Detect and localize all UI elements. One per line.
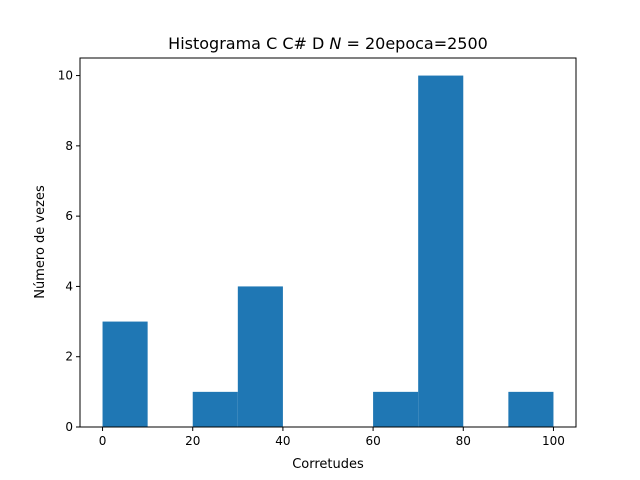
x-tick-label: 100	[542, 434, 565, 448]
x-tick-label: 80	[456, 434, 471, 448]
x-tick-label: 40	[275, 434, 290, 448]
y-axis-label: Número de vezes	[33, 185, 48, 299]
x-ticks-group: 0 20 40 60 80 100	[99, 427, 565, 448]
y-tick-label: 2	[65, 350, 73, 364]
bars-group	[102, 75, 554, 428]
histogram-bar	[237, 286, 283, 427]
y-tick-label: 6	[65, 209, 73, 223]
histogram-bar	[192, 391, 238, 427]
histogram-bar	[102, 321, 148, 427]
title-suffix: = 20epoca=2500	[341, 34, 487, 53]
histogram-bar	[373, 391, 419, 427]
y-tick-label: 10	[58, 69, 73, 83]
title-math: N	[329, 34, 341, 53]
x-tick-label: 0	[99, 434, 107, 448]
histogram-bar	[418, 75, 464, 428]
y-tick-label: 4	[65, 279, 73, 293]
y-tick-label: 0	[65, 420, 73, 434]
chart-title: Histograma C C# D N = 20epoca=2500	[168, 34, 488, 53]
x-tick-label: 60	[365, 434, 380, 448]
histogram-bar	[508, 391, 554, 427]
plot-frame	[79, 57, 577, 428]
x-tick-label: 20	[185, 434, 200, 448]
y-ticks-group: 0 2 4 6 8 10	[58, 69, 80, 434]
x-axis-label: Corretudes	[292, 457, 364, 472]
y-tick-label: 8	[65, 139, 73, 153]
title-main: Histograma C C# D	[168, 34, 324, 53]
